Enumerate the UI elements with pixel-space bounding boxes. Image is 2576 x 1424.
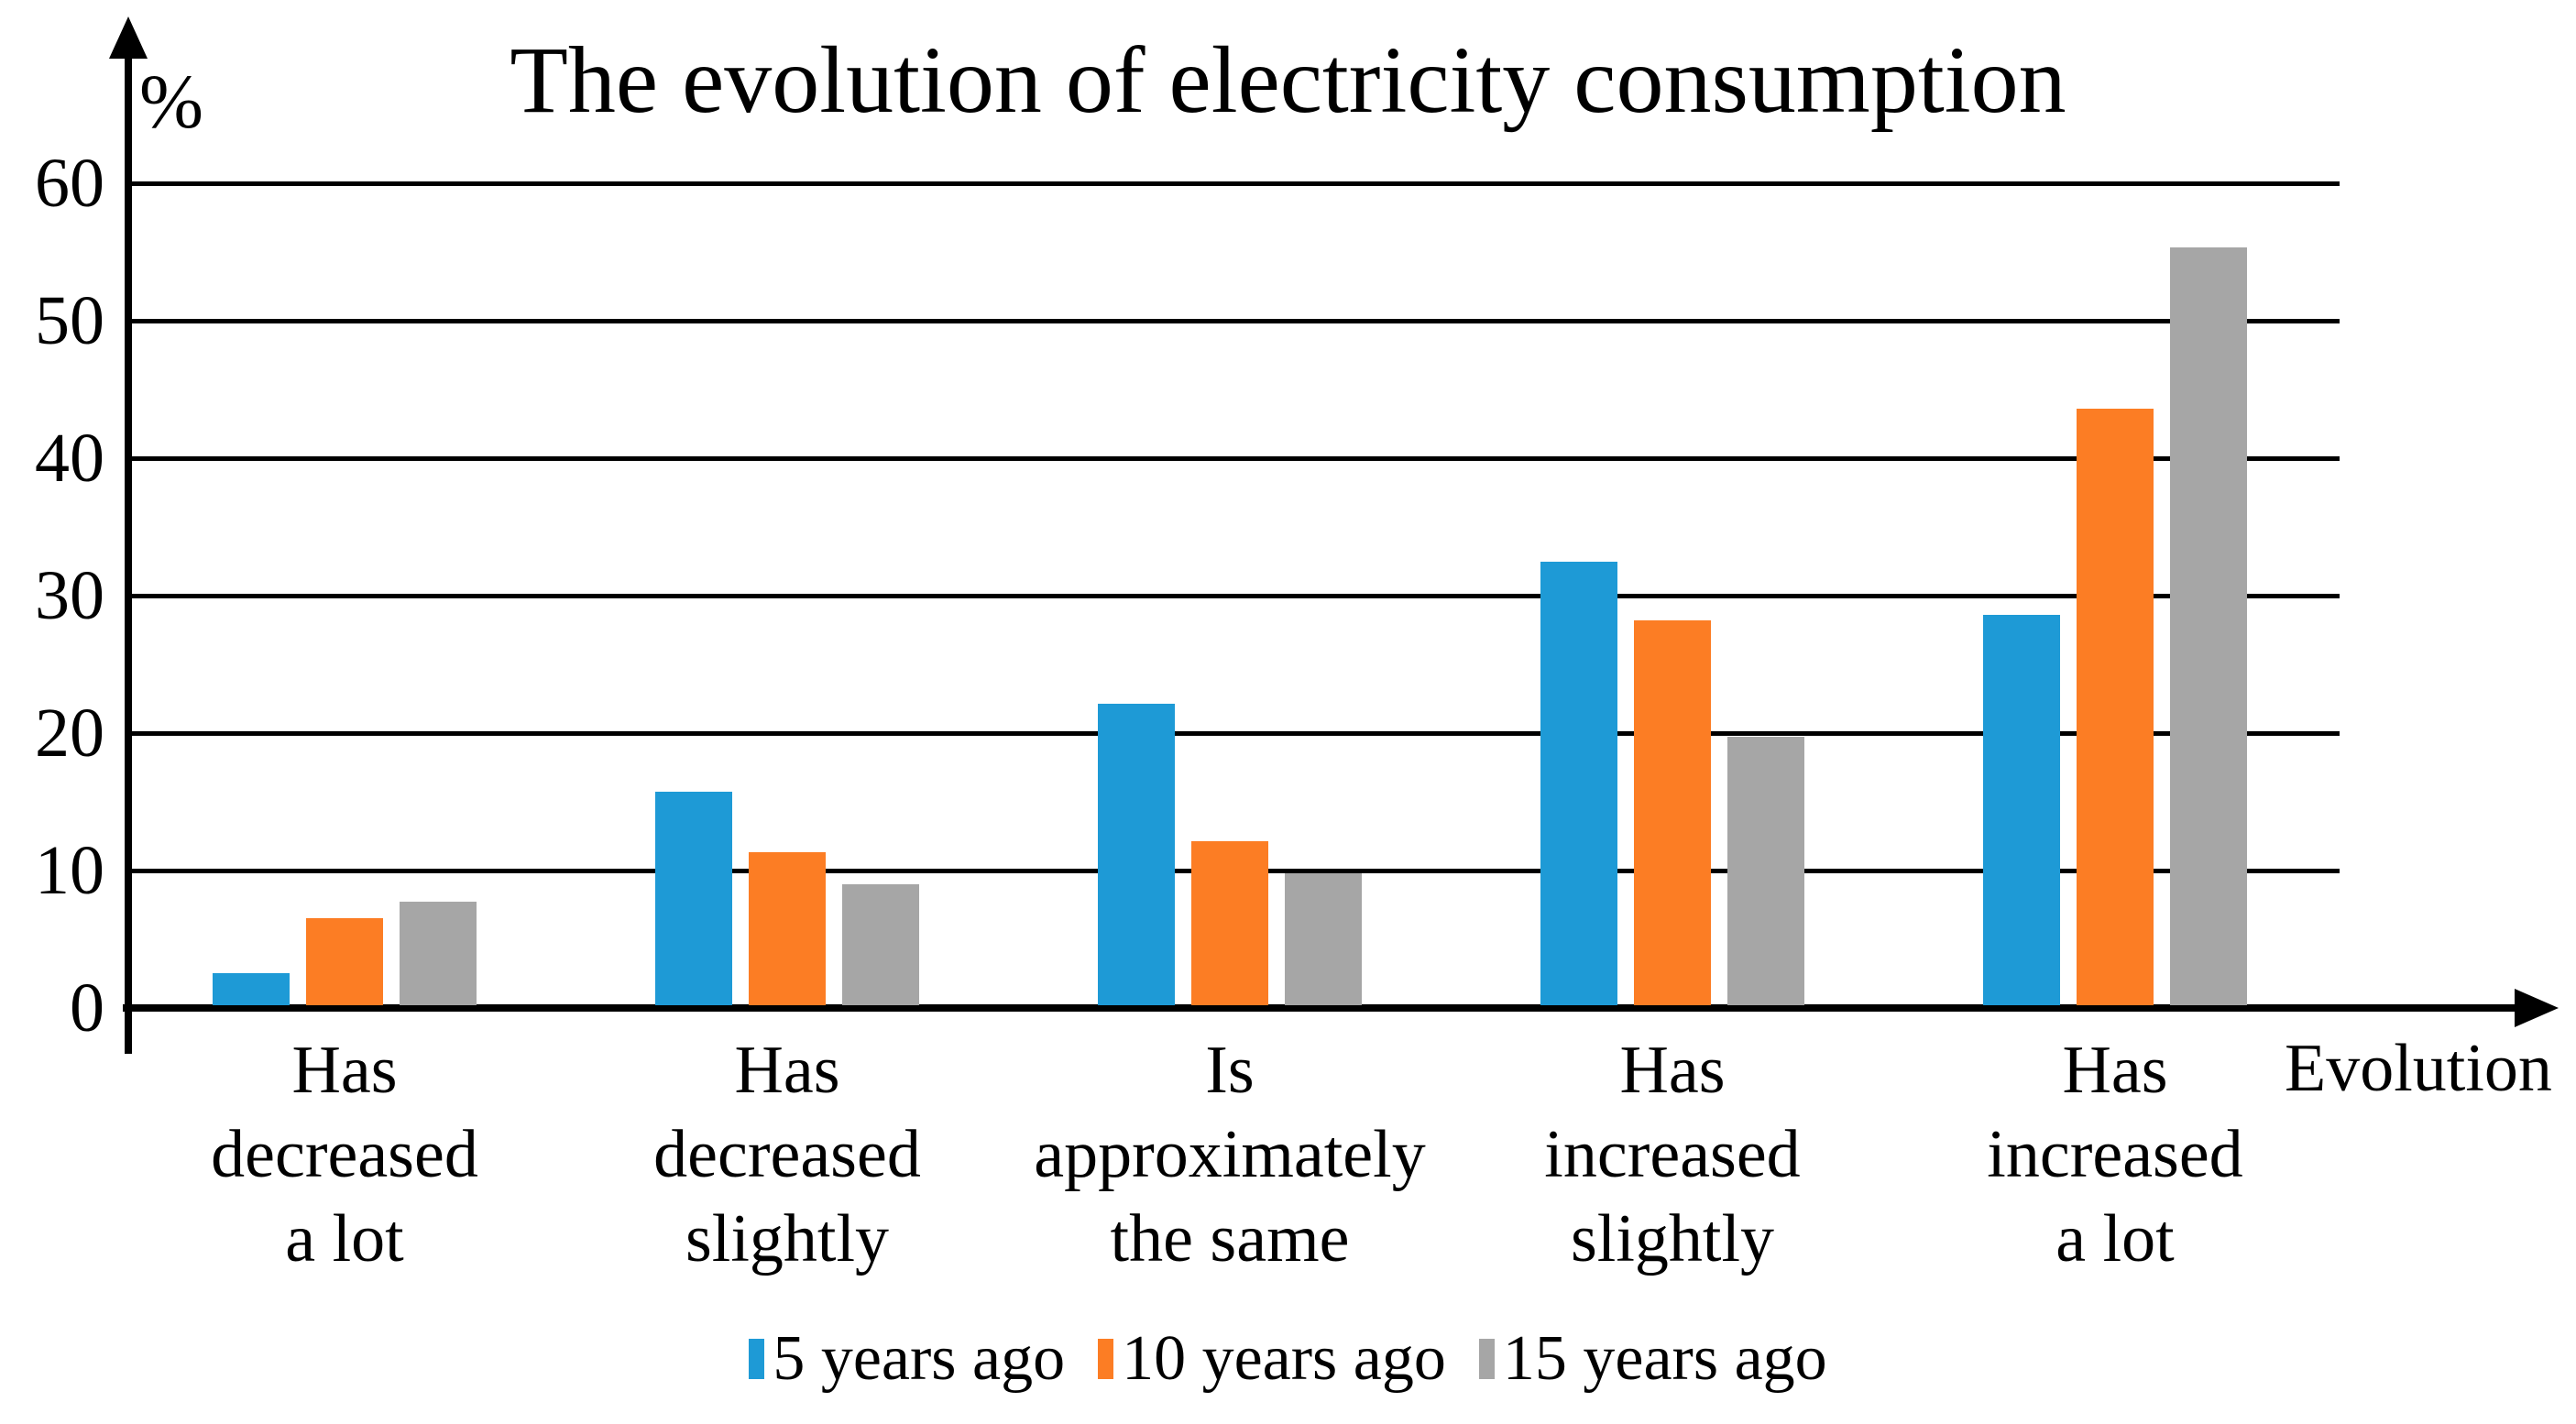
y-tick-label-10: 10 [35, 832, 104, 909]
bar-group-1 [213, 902, 477, 1005]
legend-swatch-5-years-ago [749, 1338, 765, 1379]
gridline-50 [128, 319, 2340, 323]
x-category-label-4: Has increased slightly [1544, 1033, 1801, 1276]
bar-10-years-ago-cat4 [1634, 620, 1711, 1005]
gridline-20 [128, 731, 2340, 736]
x-axis-line [123, 1004, 2524, 1012]
legend-swatch-15-years-ago [1478, 1338, 1495, 1379]
y-tick-label-0: 0 [70, 969, 104, 1046]
legend-label-10-years-ago: 10 years ago [1122, 1323, 1446, 1394]
bar-10-years-ago-cat1 [306, 918, 383, 1005]
gridline-40 [128, 456, 2340, 461]
bar-10-years-ago-cat3 [1191, 841, 1268, 1005]
legend: 5 years ago 10 years ago 15 years ago [0, 1323, 2576, 1394]
bar-15-years-ago-cat1 [400, 902, 477, 1005]
bar-group-2 [655, 792, 919, 1005]
legend-label-15-years-ago: 15 years ago [1502, 1323, 1827, 1394]
bar-5-years-ago-cat1 [213, 973, 290, 1005]
y-axis-unit-label: % [139, 60, 203, 145]
bar-5-years-ago-cat3 [1098, 704, 1175, 1005]
bar-5-years-ago-cat5 [1983, 615, 2060, 1005]
y-tick-label-50: 50 [35, 282, 104, 359]
y-tick-label-30: 30 [35, 557, 104, 634]
legend-swatch-10-years-ago [1098, 1338, 1114, 1379]
bar-5-years-ago-cat2 [655, 792, 732, 1005]
legend-item-15-years-ago: 15 years ago [1478, 1323, 1827, 1394]
gridline-60 [128, 181, 2340, 186]
gridline-30 [128, 594, 2340, 598]
y-tick-label-60: 60 [35, 145, 104, 222]
bar-10-years-ago-cat2 [749, 852, 826, 1005]
x-category-label-1: Has decreased a lot [211, 1033, 478, 1276]
bar-15-years-ago-cat4 [1727, 737, 1804, 1005]
x-category-label-2: Has decreased slightly [653, 1033, 921, 1276]
chart-title: The evolution of electricity consumption [510, 27, 2066, 133]
bar-15-years-ago-cat2 [842, 884, 919, 1005]
bar-group-5 [1983, 247, 2247, 1005]
x-category-label-3: Is approximately the same [1034, 1033, 1426, 1276]
bar-10-years-ago-cat5 [2077, 409, 2154, 1005]
legend-label-5-years-ago: 5 years ago [773, 1323, 1066, 1394]
y-axis-line [125, 35, 132, 1054]
x-category-label-5: Has increased a lot [1987, 1033, 2243, 1276]
bar-group-4 [1540, 562, 1804, 1005]
y-tick-label-20: 20 [35, 695, 104, 772]
bar-group-3 [1098, 704, 1362, 1005]
x-axis-title: Evolution [2285, 1031, 2552, 1106]
bar-15-years-ago-cat3 [1285, 873, 1362, 1005]
legend-item-10-years-ago: 10 years ago [1098, 1323, 1446, 1394]
x-axis-arrow-right-icon [2515, 989, 2559, 1027]
bar-5-years-ago-cat4 [1540, 562, 1617, 1005]
y-axis-arrow-up-icon [109, 16, 148, 59]
legend-item-5-years-ago: 5 years ago [749, 1323, 1065, 1394]
y-tick-label-40: 40 [35, 420, 104, 497]
bar-15-years-ago-cat5 [2170, 247, 2247, 1005]
